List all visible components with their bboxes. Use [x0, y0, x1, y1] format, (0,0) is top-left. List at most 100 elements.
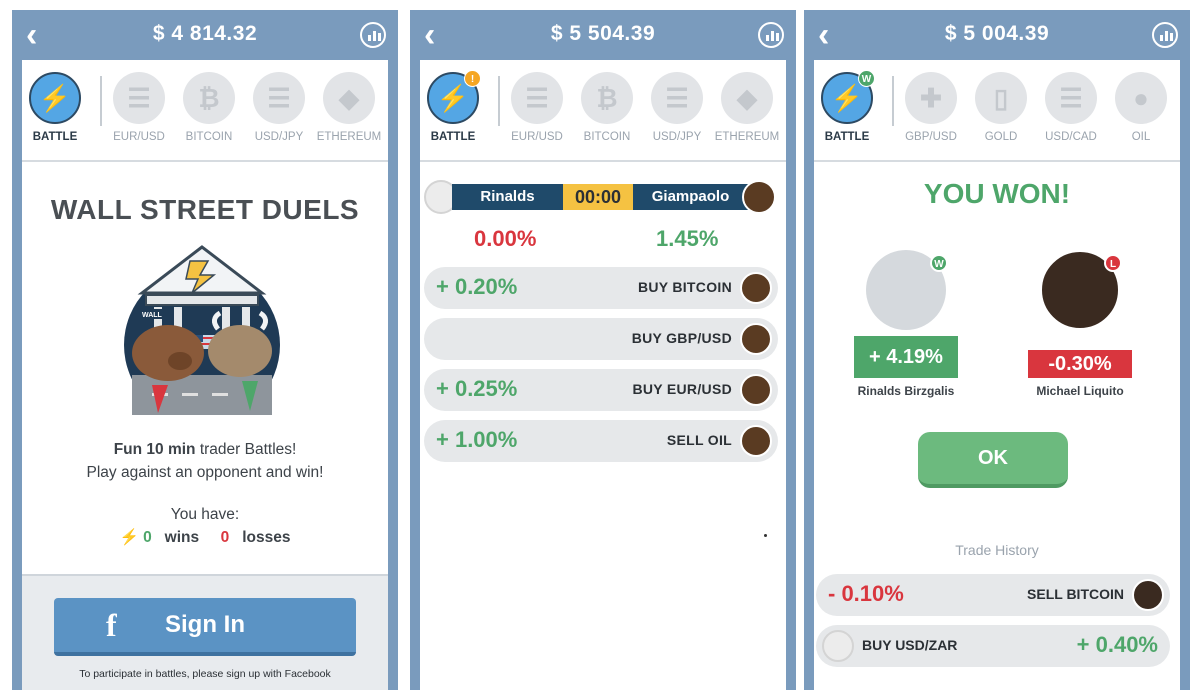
ethereum-icon: ◆ — [323, 72, 375, 124]
lightning-icon: ⚡ — [119, 529, 139, 546]
gold-bar-icon: ▯ — [975, 72, 1027, 124]
trade-action: BUY EUR/USD — [632, 381, 732, 397]
sign-in-note: To participate in battles, please sign u… — [79, 668, 331, 680]
trade-action: SELL OIL — [666, 432, 732, 448]
page-title: WALL STREET DUELS — [50, 194, 360, 225]
top-bar: ‹ $ 4 814.32 — [12, 10, 398, 60]
tab-divider — [100, 76, 102, 126]
tab-label: ETHEREUM — [316, 131, 382, 143]
stats-chart-icon[interactable] — [1152, 22, 1178, 48]
trade-action: BUY GBP/USD — [631, 330, 732, 346]
losses-count: 0 — [220, 529, 230, 546]
trade-row[interactable]: + 0.25% BUY EUR/USD — [424, 369, 778, 411]
bull-bear-bank-illustration: WALL — [124, 245, 280, 415]
tab-battle[interactable]: ⚡ BATTLE — [22, 72, 88, 143]
asset-tabs: ⚡ BATTLE ☰ EUR/USD ₿ BITCOIN ☰ USD/JPY ◆… — [22, 60, 388, 162]
tab-usdjpy[interactable]: ☰ USD/JPY — [246, 72, 312, 143]
tab-label: BITCOIN — [583, 131, 631, 143]
trader-avatar — [740, 323, 772, 355]
history-row[interactable]: BUY USD/ZAR + 0.40% — [816, 625, 1170, 667]
loser-pct: -0.30% — [1028, 350, 1132, 378]
ok-button[interactable]: OK — [918, 432, 1068, 488]
tab-label: GBP/USD — [905, 131, 957, 143]
tab-ethereum[interactable]: ◆ ETHEREUM — [316, 72, 382, 143]
facebook-icon: f — [106, 607, 117, 643]
flag-icon: ☰ — [511, 72, 563, 124]
wins-label: wins — [164, 529, 200, 546]
back-arrow-icon[interactable]: ‹ — [26, 16, 38, 54]
tab-eurusd[interactable]: ☰ EUR/USD — [504, 72, 570, 143]
tab-divider — [892, 76, 894, 126]
wins-losses: ⚡ 0 wins 0 losses — [22, 528, 388, 547]
promo-bold: Fun 10 min — [113, 441, 196, 458]
top-bar: ‹ $ 5 504.39 — [410, 10, 796, 60]
tab-label: USD/JPY — [652, 131, 702, 143]
trade-pct: + 1.00% — [436, 427, 518, 452]
trade-row[interactable]: BUY GBP/USD — [424, 318, 778, 360]
lightning-icon: ⚡ ! — [427, 70, 481, 124]
content: ⚡ BATTLE ☰ EUR/USD ₿ BITCOIN ☰ USD/JPY ◆… — [22, 60, 388, 690]
loser-badge: L — [1104, 254, 1122, 272]
tab-label: USD/JPY — [254, 131, 304, 143]
trade-pct: + 0.25% — [436, 376, 518, 401]
trade-row[interactable]: + 0.20% BUY BITCOIN — [424, 267, 778, 309]
stats-chart-icon[interactable] — [758, 22, 784, 48]
trader-avatar — [740, 425, 772, 457]
phone-screen-intro: ‹ $ 4 814.32 ⚡ BATTLE ☰ EUR/USD ₿ BITCOI… — [12, 10, 398, 690]
player-left-pct: 0.00% — [474, 226, 537, 251]
trade-history-title: Trade History — [955, 542, 1039, 558]
trader-avatar — [1132, 579, 1164, 611]
svg-text:WALL: WALL — [142, 312, 163, 319]
facebook-sign-in-button[interactable]: f Sign In — [54, 598, 356, 656]
wins-count: 0 — [143, 529, 152, 546]
sign-in-panel: f Sign In To participate in battles, ple… — [22, 574, 388, 690]
flag-icon: ☰ — [1045, 72, 1097, 124]
history-row[interactable]: - 0.10% SELL BITCOIN — [816, 574, 1170, 616]
bitcoin-icon: ₿ — [183, 72, 235, 124]
promo-rest: trader Battles! — [195, 441, 297, 458]
history-pct: - 0.10% — [828, 581, 904, 606]
trader-avatar — [740, 272, 772, 304]
promo-line2: Play against an opponent and win! — [86, 464, 324, 481]
alert-badge: ! — [464, 70, 481, 87]
tab-gbpusd[interactable]: ✚ GBP/USD — [898, 72, 964, 143]
losses-label: losses — [242, 529, 291, 546]
tab-battle[interactable]: ⚡ W BATTLE — [814, 70, 880, 143]
winner-pct: + 4.19% — [854, 336, 958, 378]
promo-text: Fun 10 min trader Battles! Play against … — [22, 438, 388, 484]
content: ⚡ W BATTLE ✚ GBP/USD ▯ GOLD ☰ USD/CAD ● … — [814, 60, 1180, 690]
tab-gold[interactable]: ▯ GOLD — [968, 72, 1034, 143]
back-arrow-icon[interactable]: ‹ — [818, 16, 830, 54]
tab-battle[interactable]: ⚡ ! BATTLE — [420, 70, 486, 143]
asset-tabs: ⚡ W BATTLE ✚ GBP/USD ▯ GOLD ☰ USD/CAD ● … — [814, 60, 1180, 162]
tab-oil[interactable]: ● OIL — [1108, 72, 1174, 143]
tab-divider — [498, 76, 500, 126]
tab-eurusd[interactable]: ☰ EUR/USD — [106, 72, 172, 143]
ethereum-icon: ◆ — [721, 72, 773, 124]
history-pct: + 0.40% — [1076, 632, 1158, 657]
lightning-icon: ⚡ W — [821, 70, 875, 124]
back-arrow-icon[interactable]: ‹ — [424, 16, 436, 54]
tab-label: EUR/USD — [511, 131, 563, 143]
history-action: BUY USD/ZAR — [862, 637, 958, 653]
content: ⚡ ! BATTLE ☰ EUR/USD ₿ BITCOIN ☰ USD/JPY… — [420, 60, 786, 690]
lightning-icon: ⚡ — [29, 72, 81, 124]
flag-icon: ☰ — [651, 72, 703, 124]
battle-timer: 00:00 — [563, 184, 633, 210]
tab-usdjpy[interactable]: ☰ USD/JPY — [644, 72, 710, 143]
tab-ethereum[interactable]: ◆ ETHEREUM — [714, 72, 780, 143]
trade-row[interactable]: + 1.00% SELL OIL — [424, 420, 778, 462]
win-badge: W — [858, 70, 875, 87]
tab-usdcad[interactable]: ☰ USD/CAD — [1038, 72, 1104, 143]
winner-badge: W — [930, 254, 948, 272]
tab-bitcoin[interactable]: ₿ BITCOIN — [176, 72, 242, 143]
tab-label: GOLD — [984, 131, 1018, 143]
player-left-name: Rinalds — [452, 184, 563, 210]
tab-label: BATTLE — [824, 131, 870, 143]
phone-screen-result: ‹ $ 5 004.39 ⚡ W BATTLE ✚ GBP/USD ▯ GOLD — [804, 10, 1190, 690]
balance-label: $ 5 004.39 — [944, 22, 1050, 45]
tab-label: ETHEREUM — [714, 131, 780, 143]
tab-bitcoin[interactable]: ₿ BITCOIN — [574, 72, 640, 143]
loser-name: Michael Liquito — [1036, 384, 1124, 398]
stats-chart-icon[interactable] — [360, 22, 386, 48]
